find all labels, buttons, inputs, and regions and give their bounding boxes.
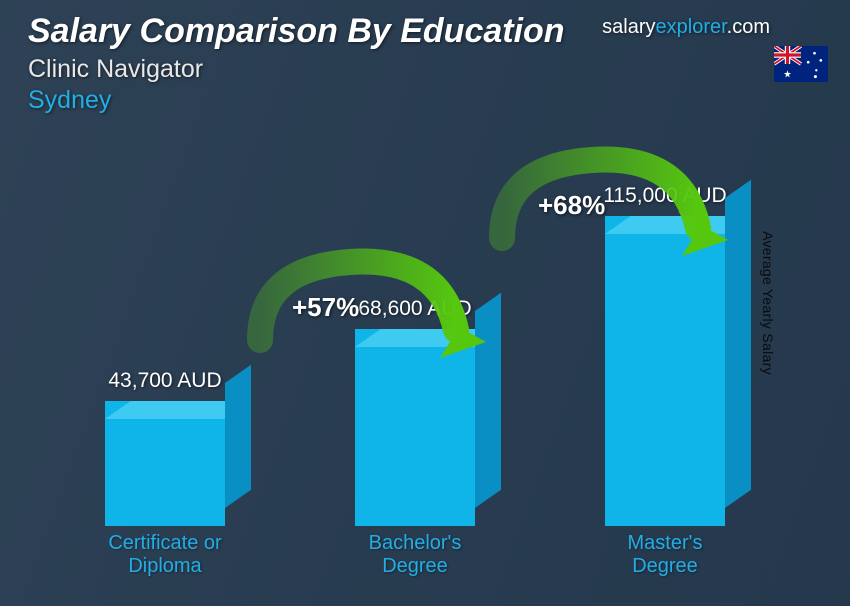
bar-value-label: 43,700 AUD bbox=[108, 369, 221, 393]
brand-part1: salary bbox=[602, 16, 655, 38]
bar-value-label: 115,000 AUD bbox=[603, 184, 726, 208]
bar-3d bbox=[105, 401, 225, 526]
bars-container: 43,700 AUD 68,600 AUD 115,000 AUD bbox=[40, 196, 790, 526]
increase-percent-label: +68% bbox=[538, 190, 605, 221]
x-axis-category: Master'sDegree bbox=[575, 532, 755, 584]
brand-part2: explorer bbox=[656, 16, 727, 38]
chart-location: Sydney bbox=[28, 86, 822, 115]
brand-watermark: salaryexplorer.com bbox=[602, 16, 770, 39]
bar-3d bbox=[355, 329, 475, 526]
x-axis-category: Bachelor'sDegree bbox=[325, 532, 505, 584]
bar-group: 68,600 AUD bbox=[325, 297, 505, 526]
bar-group: 115,000 AUD bbox=[575, 184, 755, 526]
bar-group: 43,700 AUD bbox=[75, 369, 255, 526]
x-axis-category: Certificate orDiploma bbox=[75, 532, 255, 584]
salary-bar-chart: 43,700 AUD 68,600 AUD 115,000 AUD Certif… bbox=[40, 150, 790, 584]
bar-3d bbox=[605, 216, 725, 526]
chart-subtitle: Clinic Navigator bbox=[28, 55, 822, 84]
brand-part3: .com bbox=[727, 16, 770, 38]
x-axis-labels: Certificate orDiploma Bachelor'sDegree Mas… bbox=[40, 532, 790, 584]
flag-icon bbox=[774, 46, 828, 82]
bar-value-label: 68,600 AUD bbox=[358, 297, 471, 321]
increase-percent-label: +57% bbox=[292, 292, 359, 323]
